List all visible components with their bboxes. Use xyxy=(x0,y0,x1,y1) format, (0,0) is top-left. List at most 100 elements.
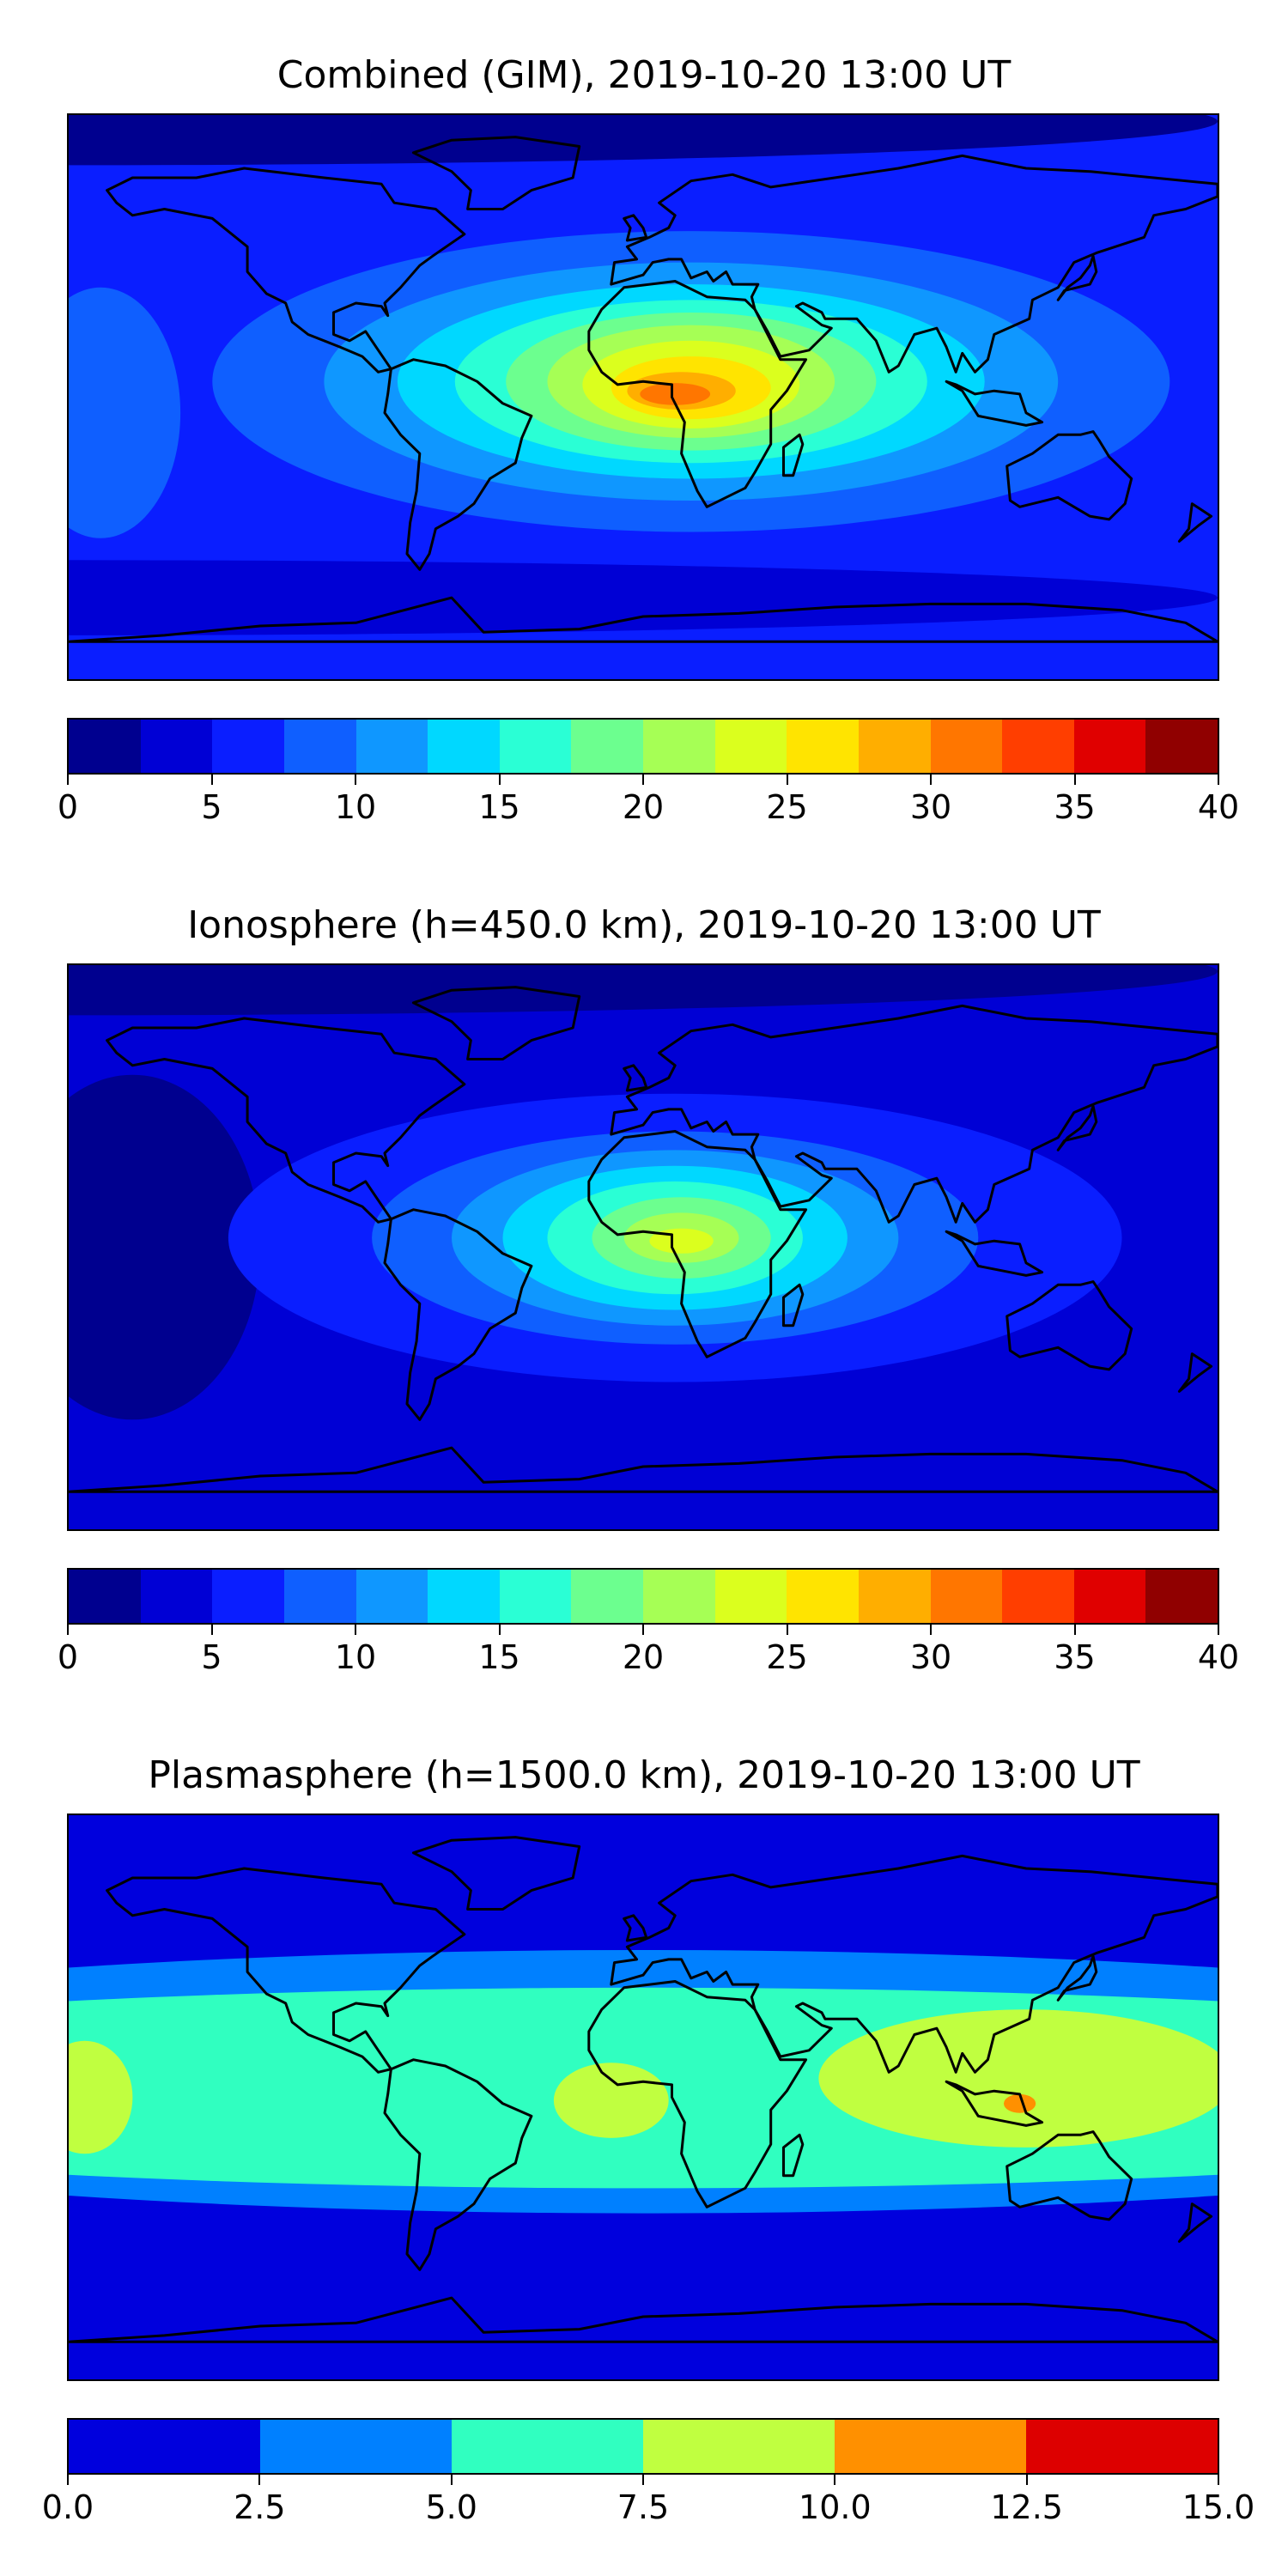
colorbar-tick-label: 35 xyxy=(1054,1638,1096,1676)
colorbar-tick-label: 30 xyxy=(909,788,952,826)
colorbar-tick xyxy=(258,2475,261,2485)
colorbar-segment xyxy=(1002,1570,1074,1623)
coastline-new-zealand xyxy=(1177,502,1213,543)
coastline-greenland xyxy=(411,1836,581,1911)
contour-band xyxy=(69,287,181,538)
colorbar-tick-label: 35 xyxy=(1054,788,1096,826)
contour-band xyxy=(69,2040,133,2154)
colorbar-ionosphere xyxy=(67,1568,1219,1625)
colorbar-segment xyxy=(499,1570,572,1623)
colorbar-tick xyxy=(642,2475,644,2485)
colorbar-ticks-combined: 0 5 10 15 20 25 30 35 40 xyxy=(58,775,1239,826)
colorbar-tick-label: 7.5 xyxy=(617,2488,670,2526)
colorbar-segment xyxy=(858,720,931,773)
coastline-australia xyxy=(1005,2130,1133,2221)
colorbar-segment xyxy=(69,720,141,773)
colorbar-segment xyxy=(355,1570,428,1623)
colorbar-segment xyxy=(260,2420,452,2473)
coastline-japan xyxy=(1056,1104,1098,1151)
colorbar-tick xyxy=(642,1625,644,1635)
colorbar-segment xyxy=(212,1570,284,1623)
coastline-south-america xyxy=(383,1208,533,1421)
colorbar-tick xyxy=(834,2475,836,2485)
coastline-uk xyxy=(623,214,648,242)
colorbar-tick-label: 10.0 xyxy=(799,2488,872,2526)
colorbar-tick xyxy=(355,1625,356,1635)
colorbar-segment xyxy=(428,1570,500,1623)
colorbar-segment xyxy=(283,720,356,773)
colorbar-tick xyxy=(1218,2475,1219,2485)
coastline-indonesia xyxy=(945,2080,1044,2127)
colorbar-tick-label: 15 xyxy=(478,1638,520,1676)
coastline-madagascar xyxy=(782,433,805,477)
colorbar-tick-label: 10 xyxy=(334,1638,377,1676)
coastline-africa xyxy=(587,1130,808,1358)
coastline-africa xyxy=(587,280,808,508)
coastline-antarctica xyxy=(69,596,1218,643)
colorbar-tick xyxy=(786,775,788,785)
colorbar-tick-label: 5.0 xyxy=(425,2488,477,2526)
colorbar-segment xyxy=(787,1570,859,1623)
colorbar-tick-label: 5 xyxy=(201,788,222,826)
colorbar-tick-label: 25 xyxy=(766,1638,808,1676)
colorbar-segment xyxy=(140,1570,213,1623)
colorbar-segment xyxy=(714,1570,787,1623)
colorbar-tick xyxy=(930,775,932,785)
panel-title-ionosphere: Ionosphere (h=450.0 km), 2019-10-20 13:0… xyxy=(187,903,1101,947)
colorbar-segment xyxy=(355,720,428,773)
coastline-eurasia xyxy=(610,1854,1218,2074)
colorbar-segment xyxy=(1026,2420,1218,2473)
colorbar-segment xyxy=(283,1570,356,1623)
contour-band xyxy=(69,115,1218,166)
colorbar-segment xyxy=(643,2420,835,2473)
colorbar-segment xyxy=(1073,720,1146,773)
colorbar-segment xyxy=(69,2420,260,2473)
coastline-uk xyxy=(623,1064,648,1092)
colorbar-tick-label: 25 xyxy=(766,788,808,826)
colorbar-segment xyxy=(858,1570,931,1623)
colorbar-segment xyxy=(643,720,715,773)
colorbar-segment xyxy=(1073,1570,1146,1623)
coastline-australia xyxy=(1005,1280,1133,1371)
colorbar-tick xyxy=(498,1625,501,1635)
coastline-greenland xyxy=(411,136,581,210)
contour-band xyxy=(553,2063,669,2138)
colorbar-tick-label: 20 xyxy=(622,788,665,826)
coastline-north-america xyxy=(106,1017,466,1224)
coastline-indonesia xyxy=(945,1230,1044,1277)
colorbar-tick-label: 0 xyxy=(57,788,79,826)
coastline-madagascar xyxy=(782,1283,805,1327)
colorbar-tick xyxy=(67,1625,69,1635)
colorbar-segment xyxy=(212,720,284,773)
colorbar-segment xyxy=(499,720,572,773)
colorbar-segment xyxy=(140,720,213,773)
colorbar-tick-label: 0.0 xyxy=(41,2488,94,2526)
colorbar-segment xyxy=(428,720,500,773)
colorbar-segment xyxy=(1145,720,1218,773)
colorbar-segment xyxy=(69,1570,141,1623)
colorbar-segment xyxy=(787,720,859,773)
coastline-north-america xyxy=(106,1867,466,2074)
colorbar-segment xyxy=(571,720,643,773)
colorbar-tick xyxy=(1073,1625,1076,1635)
coastline-new-zealand xyxy=(1177,1352,1213,1393)
colorbar-tick xyxy=(210,775,213,785)
map-ionosphere xyxy=(67,963,1219,1531)
coastline-madagascar xyxy=(782,2133,805,2178)
colorbar-tick-label: 15.0 xyxy=(1182,2488,1255,2526)
map-combined xyxy=(67,113,1219,681)
colorbar-tick-label: 20 xyxy=(622,1638,665,1676)
coastline-japan xyxy=(1056,254,1098,301)
colorbar-segment xyxy=(571,1570,643,1623)
coastline-south-america xyxy=(383,358,533,571)
coastline-africa xyxy=(587,1980,808,2208)
colorbar-segment xyxy=(452,2420,643,2473)
coastline-eurasia xyxy=(610,154,1218,374)
coastline-antarctica xyxy=(69,2296,1218,2343)
colorbar-tick-label: 40 xyxy=(1197,1638,1240,1676)
colorbar-tick-label: 2.5 xyxy=(234,2488,286,2526)
colorbar-combined xyxy=(67,718,1219,775)
colorbar-segment xyxy=(930,720,1003,773)
colorbar-segment xyxy=(714,720,787,773)
coastline-north-america xyxy=(106,167,466,374)
